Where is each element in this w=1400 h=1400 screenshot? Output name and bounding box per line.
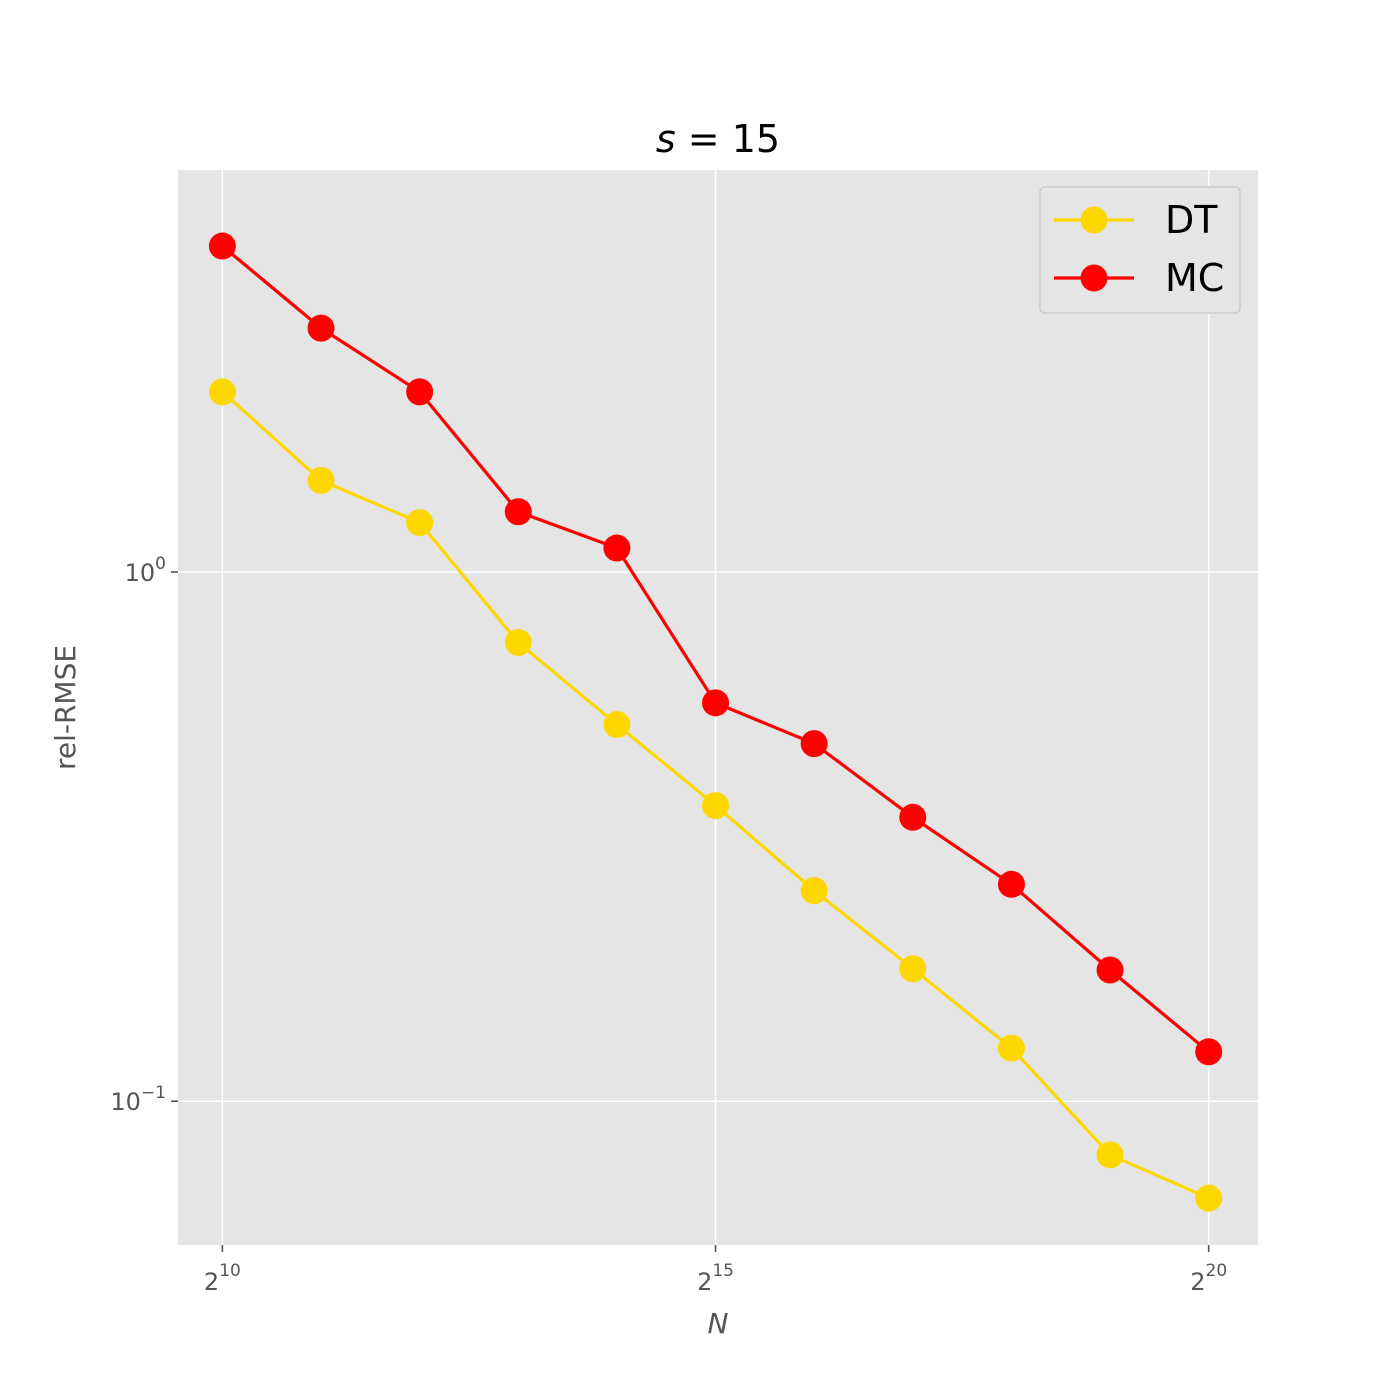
grid-lines — [178, 170, 1258, 1245]
data-point-mc — [208, 232, 236, 260]
legend: DT MC — [1039, 186, 1241, 314]
data-point-mc — [800, 730, 828, 758]
y-axis-label: rel-RMSE — [49, 645, 82, 770]
data-point-mc — [504, 498, 532, 526]
y-tick-label: 100 — [125, 554, 166, 587]
x-tick-label: 210 — [204, 1261, 241, 1296]
legend-label: DT — [1165, 198, 1218, 242]
data-point-mc — [603, 534, 631, 562]
data-point-dt — [406, 509, 434, 537]
data-point-mc — [702, 689, 730, 717]
x-tick-label: 220 — [1190, 1261, 1227, 1296]
data-point-dt — [208, 378, 236, 406]
data-point-dt — [702, 792, 730, 820]
series-layer — [208, 232, 1223, 1212]
x-axis-label: N — [708, 1307, 729, 1340]
data-point-dt — [899, 955, 927, 983]
data-point-dt — [997, 1034, 1025, 1062]
data-point-mc — [307, 314, 335, 342]
data-point-dt — [800, 877, 828, 905]
data-point-dt — [1096, 1141, 1124, 1169]
data-point-mc — [1195, 1038, 1223, 1066]
series-dt — [208, 378, 1223, 1212]
legend-item-dt: DT — [1054, 198, 1218, 242]
x-tick-label: 215 — [697, 1261, 734, 1296]
data-point-dt — [307, 466, 335, 494]
legend-item-mc: MC — [1054, 256, 1224, 300]
data-point-dt — [603, 711, 631, 739]
legend-marker — [1080, 206, 1108, 234]
tick-marks — [171, 571, 1210, 1252]
series-mc — [208, 232, 1223, 1066]
chart-title: s = 15 — [656, 117, 780, 161]
y-tick-label: 10−1 — [110, 1083, 166, 1116]
legend-label: MC — [1165, 256, 1224, 300]
data-point-mc — [899, 803, 927, 831]
legend-marker — [1080, 264, 1108, 292]
data-point-mc — [1096, 956, 1124, 984]
data-point-dt — [1195, 1184, 1223, 1212]
data-point-dt — [504, 628, 532, 656]
data-point-mc — [997, 870, 1025, 898]
data-point-mc — [406, 378, 434, 406]
